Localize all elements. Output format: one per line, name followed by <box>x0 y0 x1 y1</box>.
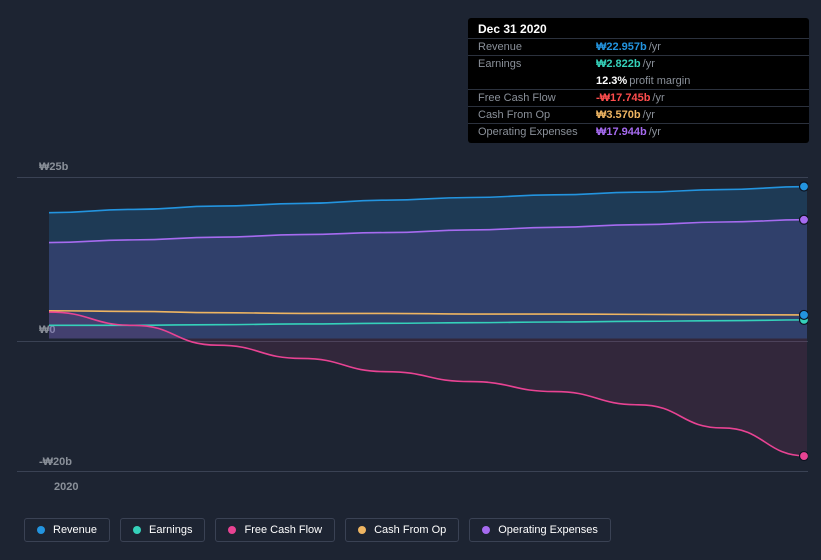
tooltip-value: ₩3.570b <box>596 109 641 121</box>
legend-item-earnings[interactable]: Earnings <box>120 518 205 542</box>
legend-label: Free Cash Flow <box>244 524 322 536</box>
tooltip-label: Cash From Op <box>478 109 596 121</box>
tooltip-value: ₩22.957b <box>596 41 647 53</box>
tooltip-suffix: profit margin <box>629 75 690 87</box>
legend-label: Cash From Op <box>374 524 446 536</box>
tooltip-suffix: /yr <box>649 126 661 138</box>
legend: Revenue Earnings Free Cash Flow Cash Fro… <box>24 518 611 542</box>
legend-dot-icon <box>482 526 490 534</box>
tooltip-label: Revenue <box>478 41 596 53</box>
tooltip-label: Earnings <box>478 58 596 70</box>
tooltip-suffix: /yr <box>649 41 661 53</box>
tooltip-row-cashop: Cash From Op ₩3.570b /yr <box>468 106 809 123</box>
legend-label: Operating Expenses <box>498 524 598 536</box>
tooltip-suffix: /yr <box>643 109 655 121</box>
tooltip-panel: Dec 31 2020 Revenue ₩22.957b /yr Earning… <box>468 18 809 143</box>
tooltip-suffix: /yr <box>652 92 664 104</box>
tooltip-label: Free Cash Flow <box>478 92 596 104</box>
x-tick-label: 2020 <box>54 481 78 493</box>
tooltip-date-row: Dec 31 2020 <box>468 18 809 38</box>
tooltip-row-margin: 12.3% profit margin <box>468 72 809 89</box>
legend-dot-icon <box>228 526 236 534</box>
tooltip-row-opex: Operating Expenses ₩17.944b /yr <box>468 123 809 143</box>
tooltip-value: ₩17.944b <box>596 126 647 138</box>
legend-dot-icon <box>133 526 141 534</box>
legend-label: Revenue <box>53 524 97 536</box>
tooltip-value: 12.3% <box>596 75 627 87</box>
tooltip-row-earnings: Earnings ₩2.822b /yr <box>468 55 809 72</box>
tooltip-row-fcf: Free Cash Flow -₩17.745b /yr <box>468 89 809 106</box>
tooltip-label: Operating Expenses <box>478 126 596 138</box>
tooltip-row-revenue: Revenue ₩22.957b /yr <box>468 38 809 55</box>
legend-item-revenue[interactable]: Revenue <box>24 518 110 542</box>
tooltip-value: -₩17.745b <box>596 92 650 104</box>
chart-area[interactable]: ₩25b ₩0 -₩20b 2020 <box>17 165 808 472</box>
legend-dot-icon <box>37 526 45 534</box>
legend-dot-icon <box>358 526 366 534</box>
tooltip-value: ₩2.822b <box>596 58 641 70</box>
legend-item-fcf[interactable]: Free Cash Flow <box>215 518 335 542</box>
chart-svg <box>17 165 808 472</box>
tooltip-date: Dec 31 2020 <box>478 22 547 36</box>
legend-label: Earnings <box>149 524 192 536</box>
legend-item-opex[interactable]: Operating Expenses <box>469 518 611 542</box>
tooltip-suffix: /yr <box>643 58 655 70</box>
legend-item-cashop[interactable]: Cash From Op <box>345 518 459 542</box>
